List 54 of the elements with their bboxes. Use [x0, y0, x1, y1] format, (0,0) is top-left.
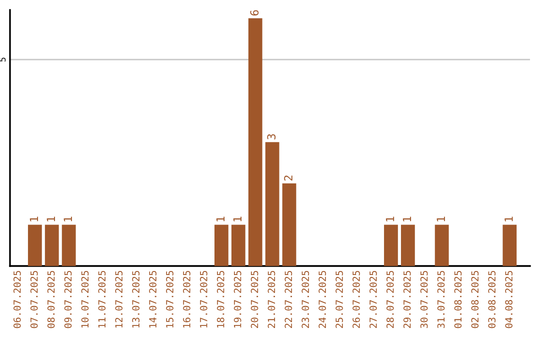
x-tick-label: 13.07.2025 — [132, 270, 140, 328]
x-tick-label: 28.07.2025 — [386, 270, 394, 328]
bar — [28, 224, 42, 266]
bar — [384, 224, 398, 266]
data-label: 1 — [46, 216, 55, 222]
data-label: 1 — [233, 216, 242, 222]
bar — [400, 224, 415, 266]
x-tick-label: 11.07.2025 — [98, 270, 106, 328]
x-tick-label: 29.07.2025 — [403, 270, 411, 328]
x-tick-label: 12.07.2025 — [115, 270, 123, 328]
x-tick-label: 23.07.2025 — [302, 270, 310, 328]
bar — [502, 224, 517, 266]
data-label: 1 — [64, 216, 72, 222]
x-tick-label: 04.08.2025 — [505, 270, 512, 328]
data-label: 1 — [386, 216, 394, 222]
bar — [282, 183, 296, 266]
bar — [248, 18, 262, 266]
x-tick-label: 06.07.2025 — [13, 270, 21, 328]
x-tick-label: 26.07.2025 — [352, 270, 360, 328]
x-tick-label: 30.07.2025 — [420, 270, 428, 328]
x-tick-label: 08.07.2025 — [47, 270, 55, 328]
x-tick-label: 03.08.2025 — [488, 270, 496, 328]
data-label: 1 — [402, 216, 412, 222]
bar — [434, 224, 449, 266]
x-tick-label: 25.07.2025 — [336, 270, 343, 328]
bar — [231, 224, 246, 266]
bar — [62, 224, 76, 266]
x-tick-label: 22.07.2025 — [284, 270, 292, 328]
x-tick-label: 24.07.2025 — [318, 270, 326, 328]
data-label: 1 — [436, 216, 445, 222]
x-tick-label: 16.07.2025 — [183, 270, 190, 328]
x-tick-label: 09.07.2025 — [64, 270, 72, 328]
x-tick-label: 01.08.2025 — [454, 270, 462, 328]
x-tick-label: 15.07.2025 — [166, 270, 174, 328]
x-tick-label: 10.07.2025 — [81, 270, 89, 328]
x-tick-label: 21.07.2025 — [268, 270, 276, 328]
data-label: 3 — [267, 134, 276, 140]
data-label: 2 — [284, 176, 292, 181]
data-label: 1 — [216, 216, 225, 222]
x-tick-label: 20.07.2025 — [250, 270, 258, 328]
x-tick-label: 18.07.2025 — [216, 270, 224, 328]
x-tick-label: 02.08.2025 — [471, 270, 479, 328]
data-label: 1 — [30, 216, 38, 222]
x-tick-label: 31.07.2025 — [437, 270, 445, 328]
x-tick-label: 14.07.2025 — [149, 270, 156, 328]
x-tick-label: 19.07.2025 — [234, 270, 242, 328]
bar — [44, 224, 59, 266]
data-label: 6 — [250, 10, 259, 16]
bar — [214, 224, 228, 266]
x-tick-label: 27.07.2025 — [370, 270, 377, 328]
data-label: 1 — [504, 216, 513, 222]
bar — [265, 142, 280, 266]
x-tick-label: 17.07.2025 — [200, 270, 208, 328]
x-tick-label: 07.07.2025 — [30, 270, 38, 328]
